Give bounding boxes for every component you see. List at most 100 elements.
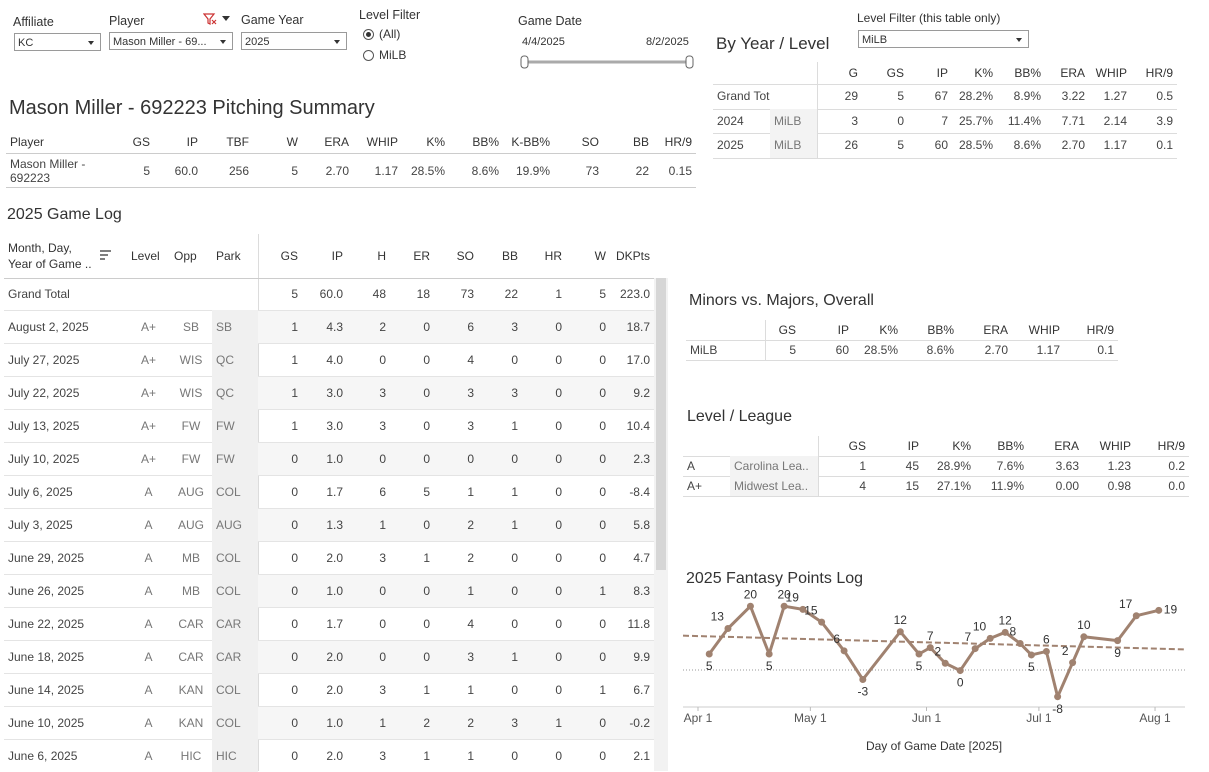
table-cell: 1	[555, 287, 562, 301]
column-header: Opp	[174, 249, 197, 263]
table-cell: 1	[467, 682, 474, 697]
data-label: 12	[998, 613, 1012, 627]
radio-label: (All)	[379, 27, 401, 41]
table-cell: 4.3	[326, 319, 343, 334]
table-cell: CAR	[212, 607, 258, 640]
data-label: 19	[786, 591, 800, 605]
radio-circle[interactable]	[363, 49, 374, 61]
column-header: HR/9	[664, 135, 692, 149]
row-band	[258, 377, 654, 409]
table-cell: 11.4%	[1007, 113, 1041, 128]
table-cell: 15	[905, 479, 919, 493]
data-label: 10	[1077, 618, 1091, 632]
scrollbar[interactable]	[654, 278, 668, 771]
filter-icons[interactable]	[203, 12, 233, 26]
date-slider[interactable]	[518, 54, 700, 70]
table-cell: 256	[228, 164, 249, 178]
table-level-dropdown[interactable]: MiLB	[858, 30, 1029, 48]
table-cell: 1	[379, 517, 386, 532]
column-header: W	[594, 249, 606, 263]
scroll-thumb[interactable]	[656, 278, 666, 570]
column-header: BB%	[1014, 66, 1041, 80]
slider-handle[interactable]	[685, 55, 694, 69]
column-header: GS	[778, 323, 796, 337]
radio-option[interactable]: MiLB	[363, 48, 406, 62]
radio-circle[interactable]	[363, 28, 374, 40]
row-label: Grand Total	[8, 287, 70, 301]
data-point	[818, 618, 826, 626]
trend-line	[682, 634, 1186, 651]
column-header: ERA	[1060, 66, 1085, 80]
table-cell: 0	[599, 550, 606, 565]
table-cell: July 22, 2025	[8, 385, 80, 400]
table-cell: 0.0	[1168, 479, 1185, 493]
table-cell: 1.0	[326, 715, 343, 730]
table-cell: 3	[467, 649, 474, 664]
data-label: 19	[1164, 603, 1178, 617]
data-label: 13	[711, 610, 725, 624]
table-cell: 0	[423, 583, 430, 598]
column-header: K%	[879, 323, 898, 337]
column-header: TBF	[226, 135, 249, 149]
data-point	[1155, 606, 1163, 614]
column-header: ERA	[1054, 439, 1079, 453]
data-label: 0	[957, 676, 964, 690]
table-cell: -8.4	[629, 484, 650, 499]
table-cell: 7.6%	[996, 459, 1024, 473]
table-cell: 0	[897, 113, 904, 128]
table-cell: COL	[212, 673, 258, 706]
table-cell: 28.9%	[936, 459, 971, 473]
table-cell: 0	[555, 451, 562, 466]
row-label: 2025	[717, 138, 744, 153]
menu-arrow[interactable]	[222, 16, 230, 21]
row-divider	[686, 340, 1118, 341]
line-series	[708, 604, 1160, 699]
row-divider	[4, 640, 654, 641]
data-point	[1114, 637, 1122, 645]
table-cell: 1.7	[326, 484, 343, 499]
table-cell: A	[144, 748, 153, 763]
table-cell: 1	[599, 583, 606, 598]
column-header: IP	[907, 439, 919, 453]
column-header: IP	[186, 135, 198, 149]
column-header: BB%	[472, 135, 499, 149]
table-cell: 2	[423, 715, 430, 730]
row-divider	[4, 574, 654, 575]
sort-icon[interactable]	[100, 250, 112, 260]
clear-filter-icon[interactable]	[203, 13, 216, 25]
table-cell: 3	[379, 550, 386, 565]
table-cell: 9.9	[633, 649, 650, 664]
year-dropdown[interactable]: 2025	[241, 32, 347, 50]
radio-option[interactable]: (All)	[363, 27, 400, 41]
table-cell: 0.2	[1168, 459, 1185, 473]
affiliate-dropdown[interactable]: KC	[14, 33, 101, 51]
table-cell: 2.3	[633, 451, 650, 466]
table-cell: 1	[291, 385, 298, 400]
table-cell: SB	[212, 310, 258, 343]
table-cell: COL	[212, 541, 258, 574]
row-label: MiLB	[690, 343, 718, 357]
table-cell: 0	[555, 517, 562, 532]
table-cell: 3	[851, 113, 858, 128]
table-cell: AUG	[177, 484, 204, 499]
column-header: K%	[974, 66, 993, 80]
row-label: MiLB	[770, 133, 817, 158]
table-cell: 0	[555, 649, 562, 664]
slider-handle[interactable]	[520, 55, 529, 69]
table-cell: 0	[555, 418, 562, 433]
table-cell: 28.5%	[958, 138, 993, 153]
row-divider	[4, 508, 654, 509]
player-dropdown[interactable]: Mason Miller - 69...	[109, 32, 233, 50]
table-cell: 0	[555, 484, 562, 499]
table-cell: 0	[599, 319, 606, 334]
x-tick-label: May 1	[794, 711, 827, 725]
column-header: ER	[413, 249, 430, 263]
table-cell: 1	[511, 418, 518, 433]
table-cell: 0	[555, 319, 562, 334]
table-cell: 0	[555, 748, 562, 763]
table-cell: June 14, 2025	[8, 682, 85, 697]
row-band	[258, 641, 654, 673]
table-cell: 18	[416, 287, 430, 301]
table-cell: FW	[181, 418, 201, 433]
